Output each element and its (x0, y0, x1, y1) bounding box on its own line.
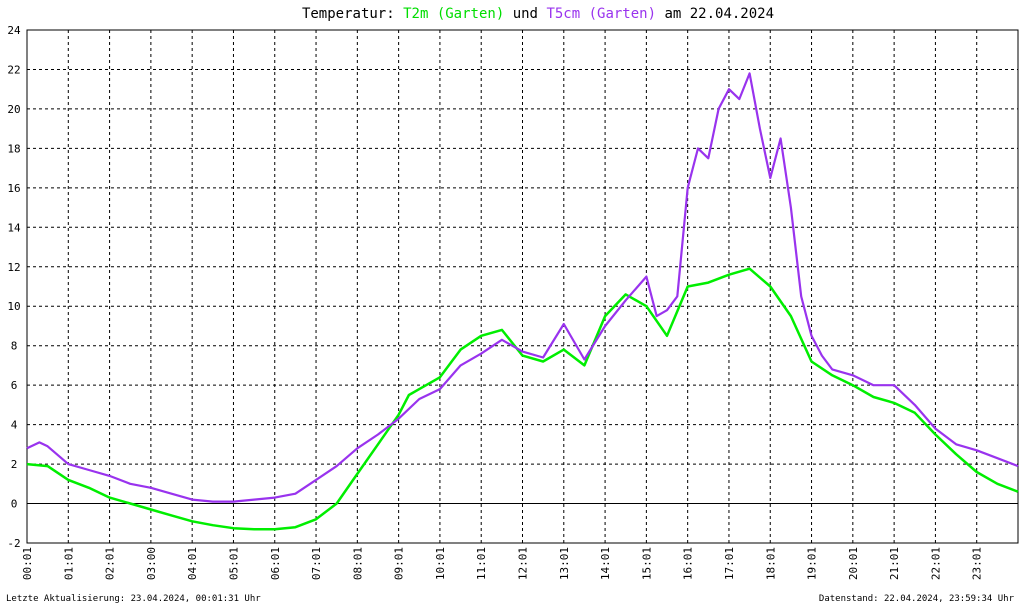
plot-frame (26, 29, 1019, 544)
x-tick-label: 01:01 (62, 547, 75, 580)
x-tick-label: 23:01 (971, 547, 984, 580)
x-tick-label: 14:01 (599, 547, 612, 580)
x-tick-label: 13:01 (558, 547, 571, 580)
y-tick-label: 20 (7, 103, 20, 116)
x-tick-label: 09:01 (393, 547, 406, 580)
y-tick-label: 2 (11, 458, 18, 471)
footer-data-status: Datenstand: 22.04.2024, 23:59:34 Uhr (819, 594, 1015, 604)
series-line-t2m (26, 267, 1019, 531)
title-connector: und (513, 6, 538, 22)
x-axis-ticks: 00:01 01:01 02:01 03:00 04:01 05:01 06:01 07:01… (21, 547, 984, 580)
y-tick-label: 24 (7, 24, 21, 37)
footer-last-update: Letzte Aktualisierung: 23.04.2024, 00:01… (6, 594, 261, 604)
title-series-t5cm: T5cm (Garten) (546, 6, 656, 22)
y-tick-label: 10 (7, 300, 20, 313)
x-tick-label: 04:01 (186, 547, 199, 580)
title-series-t2m: T2m (Garten) (403, 6, 504, 22)
x-tick-label: 18:01 (764, 547, 777, 580)
grid (27, 30, 1018, 543)
y-tick-label: 22 (7, 63, 20, 76)
x-tick-label: 00:01 (21, 547, 34, 580)
x-tick-label: 06:01 (269, 547, 282, 580)
series-line-t5cm (26, 72, 1019, 503)
x-tick-label: 03:00 (145, 547, 158, 580)
x-tick-label: 21:01 (888, 547, 901, 580)
series-layer (26, 72, 1019, 531)
y-tick-label: 8 (11, 340, 18, 353)
x-tick-label: 20:01 (847, 547, 860, 580)
y-tick-label: 14 (7, 221, 21, 234)
x-tick-label: 19:01 (806, 547, 819, 580)
y-tick-label: -2 (7, 537, 20, 550)
y-tick-label: 16 (7, 182, 20, 195)
x-tick-label: 16:01 (682, 547, 695, 580)
x-tick-label: 07:01 (310, 547, 323, 580)
y-tick-label: 18 (7, 142, 20, 155)
x-tick-label: 22:01 (929, 547, 942, 580)
title-prefix: Temperatur: (302, 6, 395, 22)
x-tick-label: 12:01 (517, 547, 530, 580)
x-tick-label: 10:01 (434, 547, 447, 580)
x-tick-label: 02:01 (104, 547, 117, 580)
y-tick-label: 6 (11, 379, 18, 392)
x-tick-label: 11:01 (475, 547, 488, 580)
x-tick-label: 15:01 (640, 547, 653, 580)
x-tick-label: 05:01 (227, 547, 240, 580)
x-tick-label: 08:01 (351, 547, 364, 580)
y-tick-label: 0 (11, 498, 18, 511)
y-tick-label: 12 (7, 261, 20, 274)
y-tick-label: 4 (11, 419, 18, 432)
chart-title: Temperatur: T2m (Garten) und T5cm (Garte… (302, 6, 774, 22)
title-suffix: am 22.04.2024 (664, 6, 774, 22)
x-tick-label: 17:01 (723, 547, 736, 580)
